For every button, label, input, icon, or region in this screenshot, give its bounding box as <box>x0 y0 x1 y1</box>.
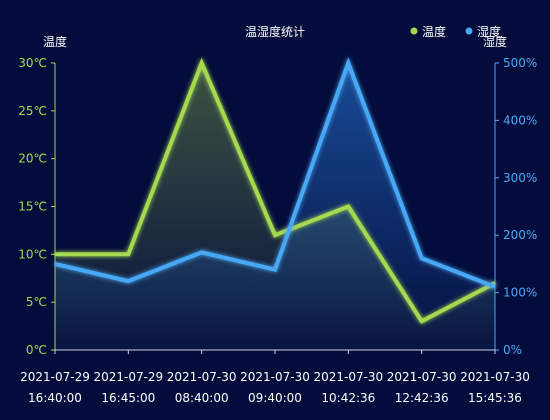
y-left-tick-label: 0℃ <box>26 343 47 357</box>
legend-label-humidity: 湿度 <box>477 24 501 39</box>
legend-item-humidity[interactable]: 湿度 <box>465 24 502 39</box>
series-line-humidity[interactable] <box>54 57 496 289</box>
legend-marker-temperature <box>410 27 418 35</box>
legend: 温度 湿度 <box>410 24 502 39</box>
x-tick-label-date: 2021-07-30 <box>313 370 383 384</box>
legend-item-temperature[interactable]: 温度 <box>410 24 447 39</box>
series-line-temperature[interactable] <box>55 57 496 324</box>
y-right-tick-label: 0% <box>503 343 522 357</box>
x-tick-label-date: 2021-07-30 <box>240 370 310 384</box>
tick-labels: 0℃ 5℃ 10℃ 15℃ 20℃ 25℃ 30℃ 0% 100% 200% 300% 400% 500… <box>18 56 537 405</box>
y-left-axis-name: 温度 <box>43 34 67 49</box>
y-left-tick-label: 20℃ <box>18 152 47 166</box>
y-right-tick-label: 300% <box>503 171 537 185</box>
chart-title: 温湿度统计 <box>245 24 305 39</box>
y-left-tick-label: 30℃ <box>18 56 47 70</box>
series-lines <box>54 57 496 324</box>
x-tick-label-date: 2021-07-30 <box>460 370 530 384</box>
area-fills <box>55 63 495 350</box>
x-tick-label-time: 16:40:00 <box>28 391 82 405</box>
x-tick-label-time: 15:45:36 <box>468 391 522 405</box>
y-left-tick-label: 15℃ <box>18 200 47 214</box>
x-tick-label-date: 2021-07-30 <box>167 370 237 384</box>
x-tick-label-time: 16:45:00 <box>101 391 155 405</box>
axes <box>51 62 499 354</box>
y-right-axis-name: 湿度 <box>483 34 507 49</box>
y-right-tick-label: 100% <box>503 286 537 300</box>
y-left-tick-label: 10℃ <box>18 247 47 261</box>
legend-marker-humidity <box>465 27 473 35</box>
y-right-tick-label: 500% <box>503 56 537 70</box>
x-tick-label-date: 2021-07-30 <box>387 370 457 384</box>
x-tick-label-time: 09:40:00 <box>248 391 302 405</box>
area-humidity <box>55 63 495 350</box>
y-left-tick-label: 25℃ <box>18 104 47 118</box>
y-left-tick-label: 5℃ <box>26 295 47 309</box>
y-right-tick-label: 400% <box>503 113 537 127</box>
y-right-tick-label: 200% <box>503 228 537 242</box>
x-tick-label-time: 10:42:36 <box>321 391 375 405</box>
x-tick-label-time: 12:42:36 <box>395 391 449 405</box>
legend-label-temperature: 温度 <box>422 24 446 39</box>
x-tick-label-date: 2021-07-29 <box>93 370 163 384</box>
x-tick-label-time: 08:40:00 <box>175 391 229 405</box>
x-tick-label-date: 2021-07-29 <box>20 370 90 384</box>
